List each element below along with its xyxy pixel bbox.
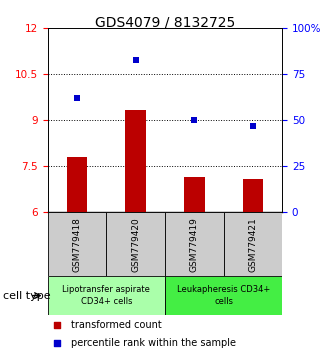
Bar [165, 212, 224, 276]
Bar [48, 212, 106, 276]
Point [75, 96, 80, 101]
Text: GSM779419: GSM779419 [190, 217, 199, 272]
Bar [106, 212, 165, 276]
Text: Lipotransfer aspirate
CD34+ cells: Lipotransfer aspirate CD34+ cells [62, 285, 150, 306]
Text: cell type: cell type [3, 291, 51, 301]
Point [54, 341, 60, 346]
Bar [125, 110, 146, 212]
Bar [224, 212, 282, 276]
Text: Leukapheresis CD34+
cells: Leukapheresis CD34+ cells [177, 285, 270, 306]
Text: GDS4079 / 8132725: GDS4079 / 8132725 [95, 16, 235, 30]
Bar [48, 276, 165, 315]
Text: transformed count: transformed count [71, 320, 162, 330]
Bar [184, 177, 205, 212]
Text: GSM779420: GSM779420 [131, 217, 140, 272]
Text: GSM779418: GSM779418 [73, 217, 82, 272]
Bar [243, 179, 263, 212]
Point [250, 123, 255, 129]
Point [192, 118, 197, 123]
Point [54, 322, 60, 328]
Text: GSM779421: GSM779421 [248, 217, 257, 272]
Bar [165, 276, 282, 315]
Point [133, 57, 138, 62]
Text: percentile rank within the sample: percentile rank within the sample [71, 338, 236, 348]
Bar [67, 157, 87, 212]
